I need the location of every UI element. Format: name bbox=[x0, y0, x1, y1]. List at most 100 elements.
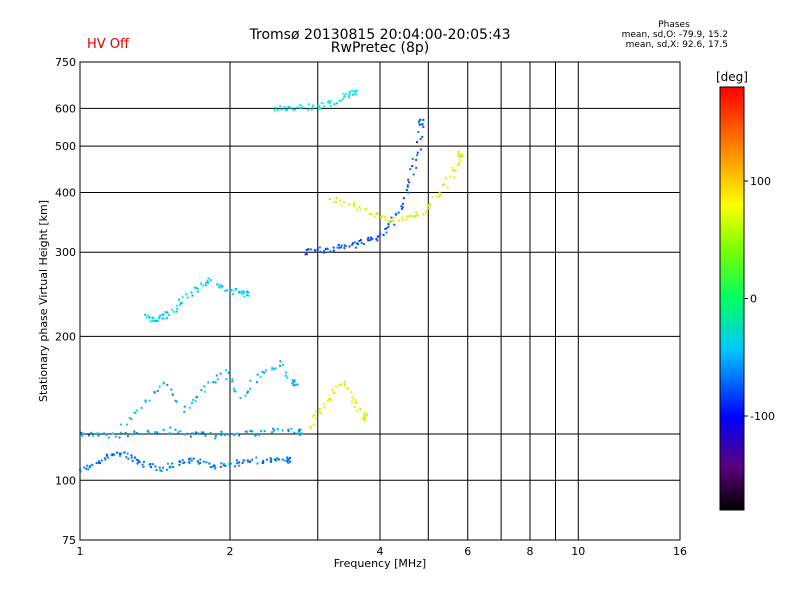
echo-point bbox=[354, 399, 357, 402]
echo-point bbox=[281, 458, 284, 461]
echo-point bbox=[128, 416, 131, 419]
echo-point bbox=[235, 459, 238, 462]
echo-point bbox=[91, 463, 94, 466]
echo-point bbox=[393, 223, 396, 226]
echo-point bbox=[356, 409, 359, 412]
echo-point bbox=[137, 459, 140, 462]
echo-point bbox=[204, 434, 207, 437]
echo-point bbox=[126, 452, 129, 455]
echo-point bbox=[211, 465, 214, 468]
echo-point bbox=[154, 431, 157, 434]
echo-point bbox=[384, 218, 387, 221]
echo-point bbox=[155, 469, 158, 472]
echo-point bbox=[419, 148, 422, 151]
echo-point bbox=[92, 434, 95, 437]
echo-point bbox=[136, 432, 139, 435]
echo-point bbox=[156, 431, 159, 434]
echo-point bbox=[256, 462, 259, 465]
echo-point bbox=[287, 428, 290, 431]
echo-point bbox=[219, 372, 222, 375]
echo-point bbox=[185, 293, 188, 296]
echo-point bbox=[123, 451, 126, 454]
echo-point bbox=[290, 427, 293, 430]
echo-point bbox=[348, 245, 351, 248]
echo-point bbox=[343, 247, 346, 250]
echo-point bbox=[106, 453, 109, 456]
echo-point bbox=[422, 213, 425, 216]
echo-point bbox=[170, 388, 173, 391]
echo-point bbox=[387, 225, 390, 228]
echo-point bbox=[263, 430, 266, 433]
echo-point bbox=[359, 408, 362, 411]
echo-point bbox=[251, 430, 254, 433]
echo-point bbox=[327, 100, 330, 103]
echo-point bbox=[295, 432, 298, 435]
echo-point bbox=[189, 435, 192, 438]
echo-point bbox=[172, 394, 175, 397]
echo-point bbox=[259, 376, 262, 379]
echo-point bbox=[294, 384, 297, 387]
echo-point bbox=[417, 131, 420, 134]
echo-point bbox=[309, 425, 312, 428]
echo-point bbox=[276, 457, 279, 460]
echo-point bbox=[118, 454, 121, 457]
echo-point bbox=[339, 199, 342, 202]
echo-point bbox=[162, 382, 165, 385]
echo-point bbox=[412, 173, 415, 176]
echo-point bbox=[110, 453, 113, 456]
echo-point bbox=[158, 432, 161, 435]
echo-point bbox=[238, 434, 241, 437]
echo-point bbox=[88, 466, 91, 469]
echo-point bbox=[338, 246, 341, 249]
echo-point bbox=[264, 369, 267, 372]
echo-point bbox=[81, 434, 84, 437]
echo-point bbox=[156, 319, 159, 322]
echo-point bbox=[313, 249, 316, 252]
echo-point bbox=[320, 412, 323, 415]
echo-point bbox=[453, 176, 456, 179]
echo-point bbox=[81, 432, 84, 435]
echo-point bbox=[364, 412, 367, 415]
echo-point bbox=[245, 290, 248, 293]
echo-point bbox=[220, 430, 223, 433]
echo-point bbox=[218, 285, 221, 288]
echo-point bbox=[413, 215, 416, 218]
echo-point bbox=[166, 383, 169, 386]
echo-point bbox=[382, 234, 385, 237]
echo-point bbox=[119, 423, 122, 426]
echo-point bbox=[229, 289, 232, 292]
hv-status: HV Off bbox=[87, 37, 129, 52]
echo-point bbox=[310, 108, 313, 111]
echo-point bbox=[255, 456, 258, 459]
echo-point bbox=[140, 406, 143, 409]
echo-point bbox=[397, 211, 400, 214]
echo-point bbox=[291, 108, 294, 111]
echo-point bbox=[246, 459, 249, 462]
echo-point bbox=[363, 243, 366, 246]
echo-point bbox=[298, 430, 301, 433]
echo-point bbox=[342, 92, 345, 95]
echo-point bbox=[329, 398, 332, 401]
echo-point bbox=[419, 118, 422, 121]
echo-point bbox=[85, 467, 88, 470]
echo-point bbox=[422, 125, 425, 128]
echo-point bbox=[293, 379, 296, 382]
echo-point bbox=[299, 428, 302, 431]
plot-axes: 1 2 4 6 8 10 16 75 100 200 300 400 500 600 750 Frequenc… bbox=[37, 56, 687, 570]
echo-point bbox=[446, 186, 449, 189]
echo-point bbox=[169, 426, 172, 429]
echo-point bbox=[230, 289, 233, 292]
echo-point bbox=[318, 407, 321, 410]
echo-point bbox=[172, 310, 175, 313]
echo-point bbox=[214, 381, 217, 384]
echo-point bbox=[119, 452, 122, 455]
echo-point bbox=[331, 389, 334, 392]
echo-point bbox=[307, 248, 310, 251]
echo-point bbox=[296, 383, 299, 386]
echo-point bbox=[287, 458, 290, 461]
echo-point bbox=[271, 368, 274, 371]
echo-point bbox=[332, 249, 335, 252]
echo-point bbox=[80, 431, 83, 434]
echo-point bbox=[296, 106, 299, 109]
